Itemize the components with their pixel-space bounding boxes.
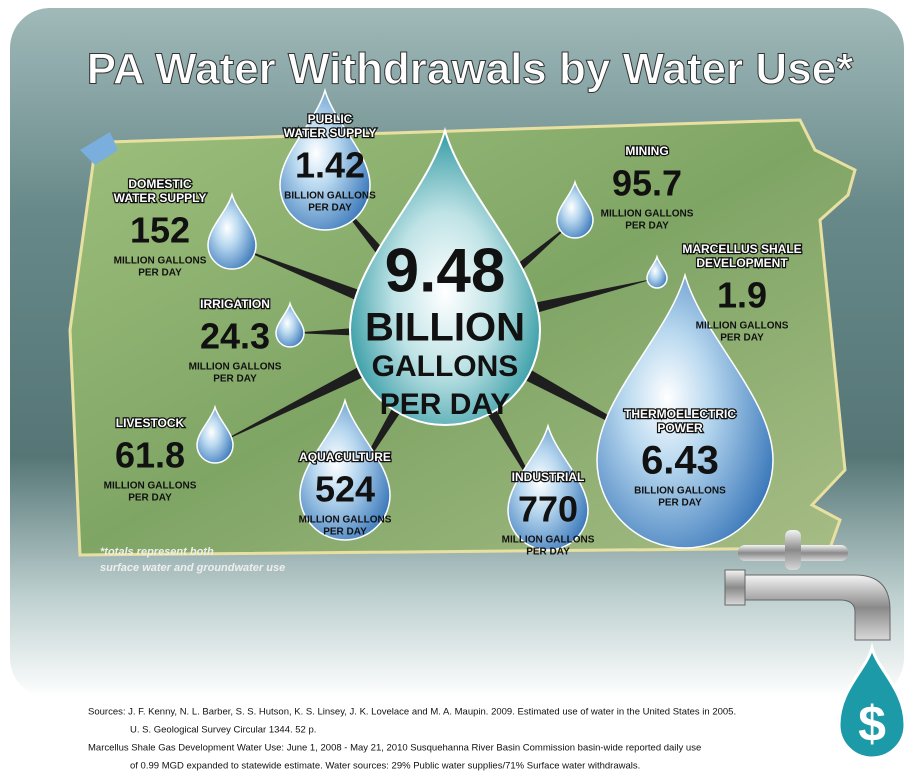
footnote-line: surface water and groundwater use [100, 562, 285, 574]
total-unit: BILLION [365, 306, 525, 350]
node-unit: MILLION GALLONS [601, 209, 694, 220]
node-unit: PER DAY [323, 527, 367, 538]
node-label: POWER [657, 421, 703, 435]
node-value: 6.43 [641, 439, 719, 483]
node-value: 1.42 [295, 145, 365, 186]
node-label: WATER SUPPLY [284, 126, 377, 140]
node-unit: PER DAY [138, 268, 182, 279]
node-unit: MILLION GALLONS [104, 481, 197, 492]
source-line: U. S. Geological Survey Circular 1344. 5… [130, 725, 316, 736]
node-value: 524 [315, 469, 375, 510]
node-value: 95.7 [612, 163, 682, 204]
node-unit: BILLION GALLONS [634, 486, 726, 497]
total-value: 9.48 [385, 236, 506, 305]
node-value: 1.9 [717, 275, 767, 316]
node-unit: PER DAY [526, 547, 570, 558]
node-unit: BILLION GALLONS [284, 191, 376, 202]
node-unit: MILLION GALLONS [502, 535, 595, 546]
source-line: of 0.99 MGD expanded to statewide estima… [130, 761, 640, 772]
node-label: LIVESTOCK [116, 416, 185, 430]
node-value: 770 [518, 489, 578, 530]
node-unit: PER DAY [625, 221, 669, 232]
node-label: WATER SUPPLY [114, 191, 207, 205]
node-label: MINING [625, 144, 668, 158]
node-label: DEVELOPMENT [696, 256, 788, 270]
node-unit: PER DAY [720, 333, 764, 344]
node-unit: PER DAY [213, 374, 257, 385]
source-line: Marcellus Shale Gas Development Water Us… [88, 743, 701, 754]
node-unit: MILLION GALLONS [696, 321, 789, 332]
node-unit: PER DAY [308, 203, 352, 214]
node-unit: PER DAY [128, 493, 172, 504]
node-label: PUBLIC [308, 112, 353, 126]
infographic: 9.48BILLIONGALLONSPER DAYPUBLICWATER SUP… [0, 0, 914, 777]
title: PA Water Withdrawals by Water Use* [87, 45, 854, 94]
total-unit: PER DAY [380, 388, 511, 421]
node-unit: MILLION GALLONS [114, 256, 207, 267]
dollar-sign: $ [858, 696, 886, 752]
node-label: AQUACULTURE [299, 450, 391, 464]
node-value: 24.3 [200, 316, 270, 357]
source-line: Sources: J. F. Kenny, N. L. Barber, S. S… [88, 707, 736, 718]
node-label: IRRIGATION [200, 297, 270, 311]
total-unit: GALLONS [372, 350, 519, 383]
node-unit: MILLION GALLONS [299, 515, 392, 526]
node-label: MARCELLUS SHALE [682, 242, 801, 256]
node-value: 61.8 [115, 435, 185, 476]
node-label: THERMOELECTRIC [624, 407, 736, 421]
footnote-line: *totals represent both [100, 546, 214, 558]
node-label: INDUSTRIAL [512, 470, 585, 484]
node-unit: MILLION GALLONS [189, 362, 282, 373]
node-unit: PER DAY [658, 498, 702, 509]
node-value: 152 [130, 210, 190, 251]
node-label: DOMESTIC [128, 177, 192, 191]
